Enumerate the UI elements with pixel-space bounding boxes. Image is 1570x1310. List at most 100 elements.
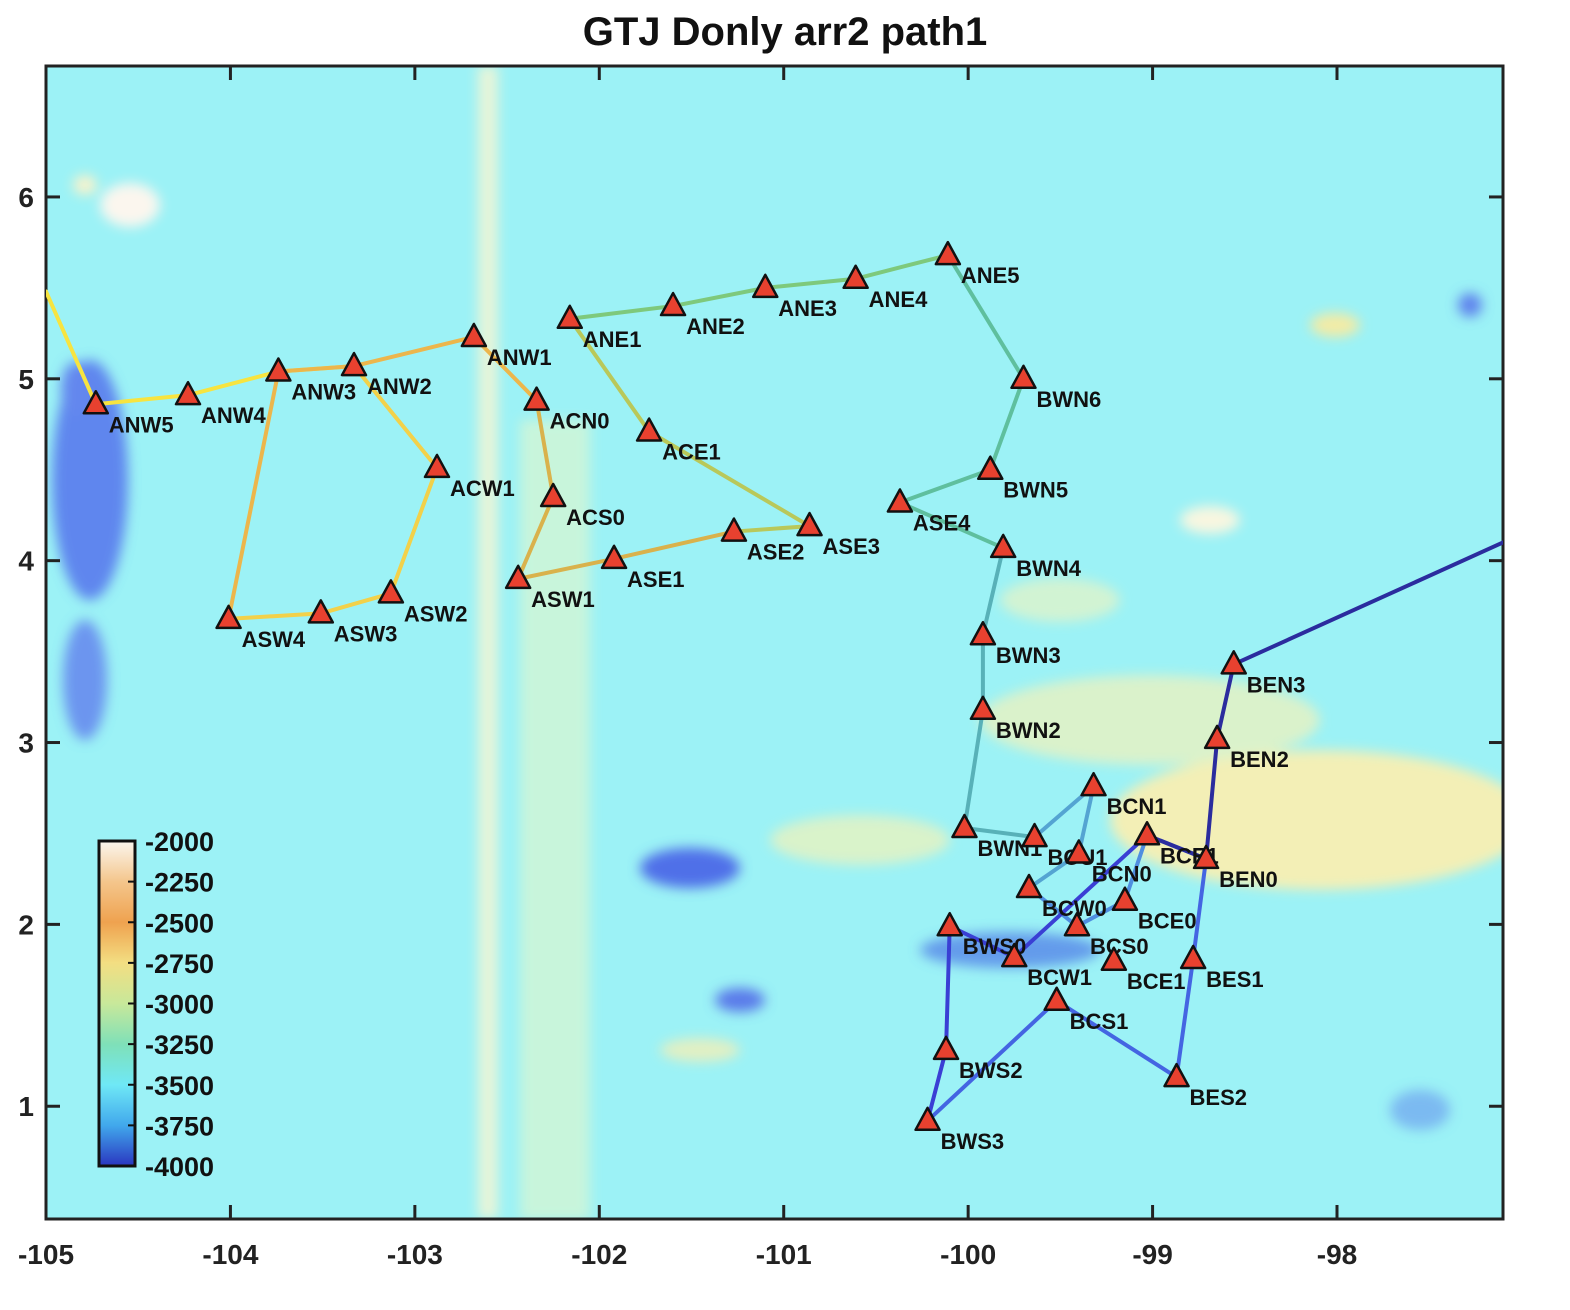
plot-frame bbox=[44, 64, 1505, 1221]
station-marker[interactable] bbox=[969, 620, 997, 646]
station-marker[interactable] bbox=[460, 322, 488, 348]
station-marker[interactable] bbox=[523, 386, 550, 411]
station-marker[interactable] bbox=[951, 813, 978, 839]
path-segment bbox=[226, 369, 281, 621]
path-segment bbox=[897, 500, 1006, 550]
station-marker[interactable] bbox=[82, 390, 110, 415]
colorbar-label: -2500 bbox=[145, 908, 214, 938]
station-marker[interactable] bbox=[340, 351, 368, 377]
station-marker[interactable] bbox=[1163, 1062, 1190, 1088]
station-marker[interactable] bbox=[265, 357, 292, 382]
path-segment bbox=[1122, 833, 1150, 903]
y-tick-label: 1 bbox=[18, 1091, 34, 1122]
station-marker[interactable] bbox=[215, 604, 242, 630]
station-marker[interactable] bbox=[934, 240, 962, 266]
path-segment bbox=[351, 364, 439, 470]
station-marker[interactable] bbox=[1111, 886, 1139, 911]
station-label: ASW4 bbox=[242, 627, 306, 652]
station-label: BWN3 bbox=[996, 643, 1061, 668]
station-marker[interactable] bbox=[969, 695, 997, 721]
station-label: BCW1 bbox=[1027, 965, 1092, 990]
station-label: BCE0 bbox=[1138, 909, 1197, 934]
chart-title: GTJ Donly arr2 path1 bbox=[582, 10, 988, 54]
station-marker[interactable] bbox=[600, 544, 628, 570]
station-label: BCS0 bbox=[1090, 934, 1149, 959]
path-segment bbox=[534, 398, 556, 500]
path-segment bbox=[1012, 833, 1150, 960]
path-segment bbox=[1231, 540, 1503, 667]
station-marker[interactable] bbox=[977, 455, 1004, 480]
station-marker[interactable] bbox=[659, 291, 687, 317]
station-marker[interactable] bbox=[886, 488, 914, 513]
y-tick-label: 4 bbox=[18, 546, 34, 577]
station-label: BES2 bbox=[1190, 1085, 1247, 1110]
path-segment bbox=[925, 998, 1059, 1123]
path-segment bbox=[925, 1047, 949, 1123]
colorbar-labels: -2000 -2250 -2500 -2750 -3000 -3250 -3500 -3750… bbox=[128, 827, 214, 1182]
station-marker[interactable] bbox=[539, 482, 567, 508]
station-label: ANE4 bbox=[869, 287, 928, 312]
station-marker[interactable] bbox=[377, 579, 405, 604]
path-segment bbox=[612, 529, 736, 561]
station-marker[interactable] bbox=[1179, 944, 1207, 970]
station-marker[interactable] bbox=[1192, 844, 1220, 870]
station-marker[interactable] bbox=[914, 1106, 941, 1132]
station-label: ANE1 bbox=[583, 327, 642, 352]
x-tick-label: -105 bbox=[18, 1239, 74, 1270]
station-label: ASE4 bbox=[913, 510, 971, 535]
path-segment bbox=[988, 376, 1026, 472]
station-marker[interactable] bbox=[989, 533, 1017, 559]
station-marker[interactable] bbox=[1021, 822, 1048, 848]
colorbar-label: -3500 bbox=[145, 1071, 214, 1101]
station-marker[interactable] bbox=[1043, 986, 1070, 1012]
path-segment bbox=[763, 276, 858, 290]
station-marker[interactable] bbox=[504, 564, 532, 590]
station-marker[interactable] bbox=[752, 273, 779, 299]
axis-tick-labels: -105 -104 -103 -102 -101 -100 -99 -98 1 2 3 4 5 6 bbox=[18, 182, 1357, 1270]
x-tick-label: -103 bbox=[387, 1239, 443, 1270]
station-marker[interactable] bbox=[796, 511, 823, 537]
station-marker[interactable] bbox=[932, 1035, 960, 1061]
station-label: ACN0 bbox=[550, 409, 610, 434]
station-marker[interactable] bbox=[842, 264, 869, 290]
path-segment bbox=[1215, 662, 1236, 741]
path-segment bbox=[962, 825, 1037, 840]
path-segment bbox=[1076, 784, 1096, 856]
path-segment bbox=[186, 369, 281, 398]
station-marker[interactable] bbox=[936, 911, 963, 937]
colorbar-label: -2750 bbox=[145, 949, 214, 979]
station-marker[interactable] bbox=[1010, 364, 1037, 390]
path-segment bbox=[226, 611, 323, 621]
path-segment bbox=[567, 304, 676, 321]
station-marker[interactable] bbox=[635, 417, 663, 442]
station-marker[interactable] bbox=[307, 599, 335, 624]
station-label: BEN0 bbox=[1219, 867, 1278, 892]
station-marker[interactable] bbox=[423, 453, 451, 479]
station-marker[interactable] bbox=[1015, 873, 1043, 899]
path-segment bbox=[1174, 956, 1196, 1080]
station-marker[interactable] bbox=[1220, 650, 1247, 675]
station-marker[interactable] bbox=[1063, 911, 1091, 937]
station-label: BCN1 bbox=[1107, 794, 1167, 819]
station-marker[interactable] bbox=[1133, 821, 1161, 846]
colorbar: -2000 -2250 -2500 -2750 -3000 -3250 -3500 -3750… bbox=[97, 827, 214, 1182]
station-marker[interactable] bbox=[720, 517, 748, 542]
station-marker[interactable] bbox=[1080, 771, 1107, 797]
station-marker[interactable] bbox=[1203, 724, 1231, 750]
x-tick-label: -101 bbox=[756, 1239, 812, 1270]
station-markers: ANW5 ANW4 ANW3 ANW2 ANW1 ANE1 ANE2 ANE3 ANE4 ANE5… bbox=[82, 240, 1305, 1154]
station-marker[interactable] bbox=[1001, 942, 1028, 968]
colorbar-label: -4000 bbox=[145, 1152, 214, 1182]
station-label: ANE3 bbox=[778, 296, 837, 321]
colorbar-label: -2000 bbox=[145, 827, 214, 857]
station-marker[interactable] bbox=[556, 304, 584, 330]
station-label: BCS1 bbox=[1070, 1009, 1129, 1034]
station-label: BWN5 bbox=[1003, 478, 1068, 503]
station-marker[interactable] bbox=[1065, 839, 1093, 864]
path-segment bbox=[567, 316, 652, 434]
station-marker[interactable] bbox=[1100, 946, 1128, 972]
station-marker[interactable] bbox=[174, 380, 202, 406]
station-label: BWS3 bbox=[941, 1129, 1005, 1154]
station-label: BWN2 bbox=[996, 718, 1061, 743]
